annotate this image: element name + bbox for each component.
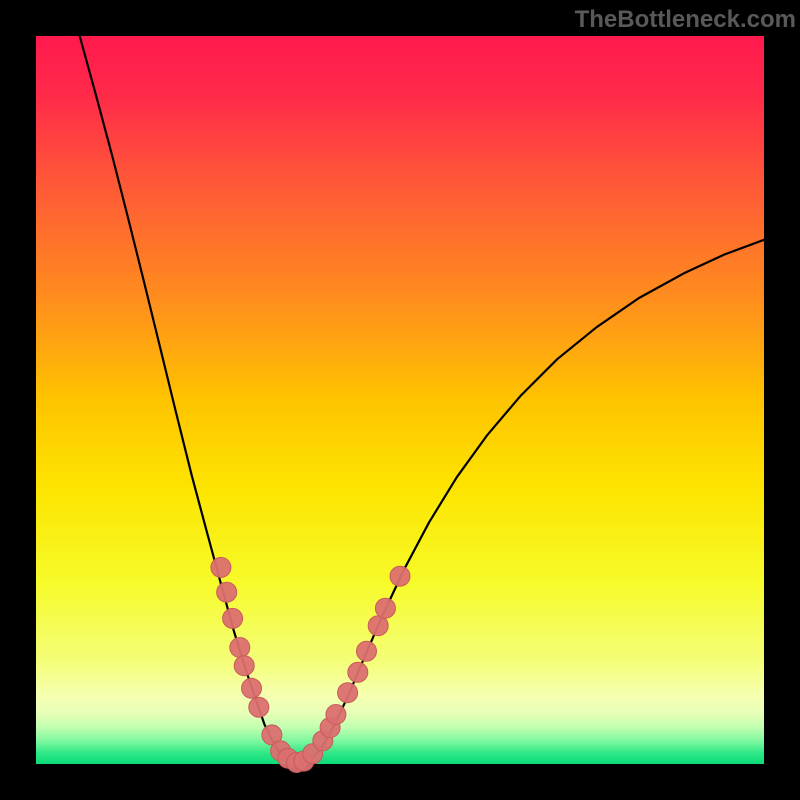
chart-stage: TheBottleneck.com: [0, 0, 800, 800]
gradient-plot-area: [36, 36, 764, 764]
watermark-text: TheBottleneck.com: [575, 6, 796, 34]
